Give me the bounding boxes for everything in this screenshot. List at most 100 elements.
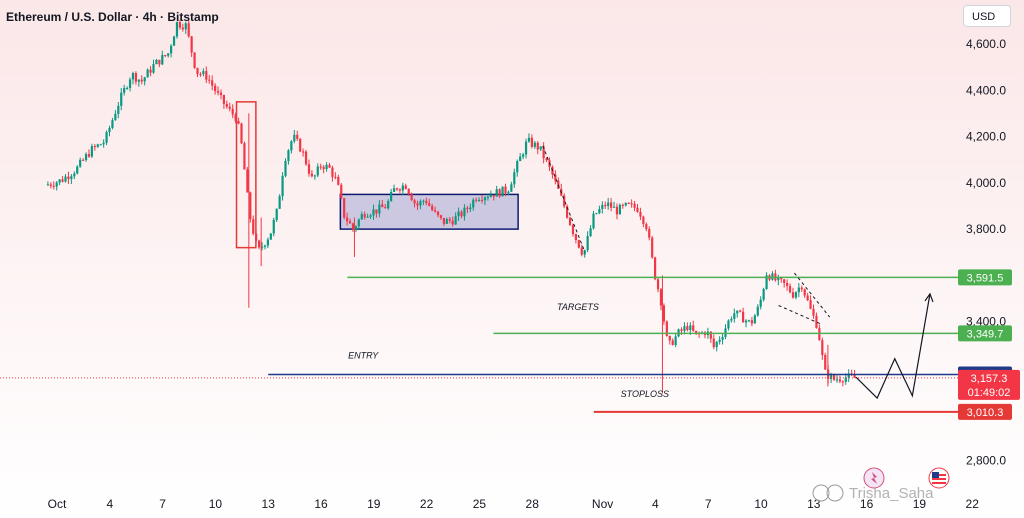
candle-body — [128, 79, 132, 88]
candle-body — [821, 340, 824, 355]
candle-body — [234, 114, 237, 122]
candle-body — [665, 321, 668, 336]
y-tick-label: 4,600.0 — [966, 37, 1006, 51]
candle-body — [61, 179, 64, 182]
candle-body — [439, 215, 443, 218]
candle-body — [671, 340, 674, 345]
candle-body — [486, 196, 490, 198]
candle-body — [612, 206, 616, 208]
candle-body — [727, 320, 730, 329]
candle-body — [214, 85, 217, 92]
dashed-trendline-1 — [542, 145, 586, 253]
candle-body — [642, 216, 645, 225]
countdown-label: 01:49:02 — [968, 387, 1011, 399]
watermark: Trisha_Saha — [812, 484, 934, 502]
x-tick-label: Oct — [48, 497, 67, 511]
candle-body — [662, 305, 666, 322]
candle-body — [302, 151, 305, 153]
candle-body — [90, 146, 94, 157]
candle-body — [815, 315, 818, 328]
x-tick-label: 10 — [754, 497, 768, 511]
x-tick-label: 19 — [367, 497, 381, 511]
price-label-bg-target_2 — [958, 269, 1012, 286]
candle-body — [633, 203, 636, 208]
candle-body — [507, 191, 510, 193]
candle-body — [753, 315, 756, 324]
candle-body — [322, 166, 325, 170]
candle-body — [460, 211, 463, 217]
candle-body — [615, 206, 619, 215]
candle-body — [170, 45, 173, 54]
candle-body — [348, 221, 352, 224]
candle-body — [84, 154, 88, 161]
candle-body — [683, 326, 686, 331]
candle-body — [445, 219, 448, 224]
candle-body — [853, 374, 856, 378]
candle-body — [492, 194, 495, 197]
candle-body — [249, 192, 252, 220]
candle-body — [554, 174, 557, 181]
candle-body — [199, 74, 202, 76]
candle-body — [604, 204, 607, 207]
candle-body — [52, 185, 55, 187]
candle-body — [304, 151, 308, 165]
candle-body — [337, 177, 340, 185]
flash-icon[interactable] — [863, 467, 885, 489]
candle-body — [363, 214, 366, 218]
candle-body — [299, 138, 302, 152]
candle-body — [756, 306, 759, 316]
flag-icon — [928, 467, 950, 489]
currency-button[interactable]: USD — [963, 5, 1011, 27]
candle-body — [258, 240, 261, 248]
candle-body — [542, 146, 545, 159]
y-tick-label: 4,200.0 — [966, 130, 1006, 144]
annotation-entry: ENTRY — [348, 351, 379, 361]
candle-body — [577, 240, 580, 248]
candle-body — [184, 23, 187, 30]
candle-body — [498, 189, 501, 197]
annotation-targets: TARGETS — [557, 302, 599, 312]
candle-body — [275, 208, 278, 220]
candle-body — [589, 228, 592, 237]
zone-box-1 — [235, 101, 257, 249]
candle-body — [105, 132, 108, 143]
candle-body — [516, 161, 519, 173]
candle-body — [187, 23, 190, 37]
candle-body — [272, 219, 275, 234]
candle-body — [659, 289, 663, 306]
candle-body — [416, 203, 419, 206]
candle-body — [442, 217, 446, 224]
candle-body — [780, 277, 783, 280]
candle-body — [692, 325, 695, 331]
candle-body — [328, 164, 331, 168]
candle-body — [310, 173, 314, 177]
candle-body — [434, 210, 437, 212]
candle-body — [167, 53, 170, 56]
candle-body — [55, 182, 58, 187]
dashed-trendline-3 — [778, 305, 822, 325]
candle-body — [733, 313, 736, 319]
candle-body — [343, 198, 346, 218]
candle-body — [140, 79, 143, 82]
candle-body — [76, 166, 79, 174]
candle-body — [384, 207, 387, 209]
candle-body — [407, 188, 410, 195]
candle-body — [501, 186, 504, 197]
candle-body — [806, 295, 809, 301]
candle-body — [762, 289, 765, 300]
candle-body — [155, 59, 158, 65]
candle-body — [563, 195, 566, 207]
candle-body — [607, 202, 610, 207]
candle-body — [46, 184, 50, 186]
candle-body — [847, 373, 850, 378]
candle-body — [366, 216, 369, 218]
candle-body — [797, 287, 800, 293]
candle-body — [480, 199, 484, 201]
candle-body — [228, 106, 231, 109]
candle-body — [181, 27, 184, 30]
y-tick-label: 3,400.0 — [966, 315, 1006, 329]
candle-body — [618, 204, 622, 215]
candle-body — [463, 207, 466, 217]
candle-body — [736, 310, 739, 314]
